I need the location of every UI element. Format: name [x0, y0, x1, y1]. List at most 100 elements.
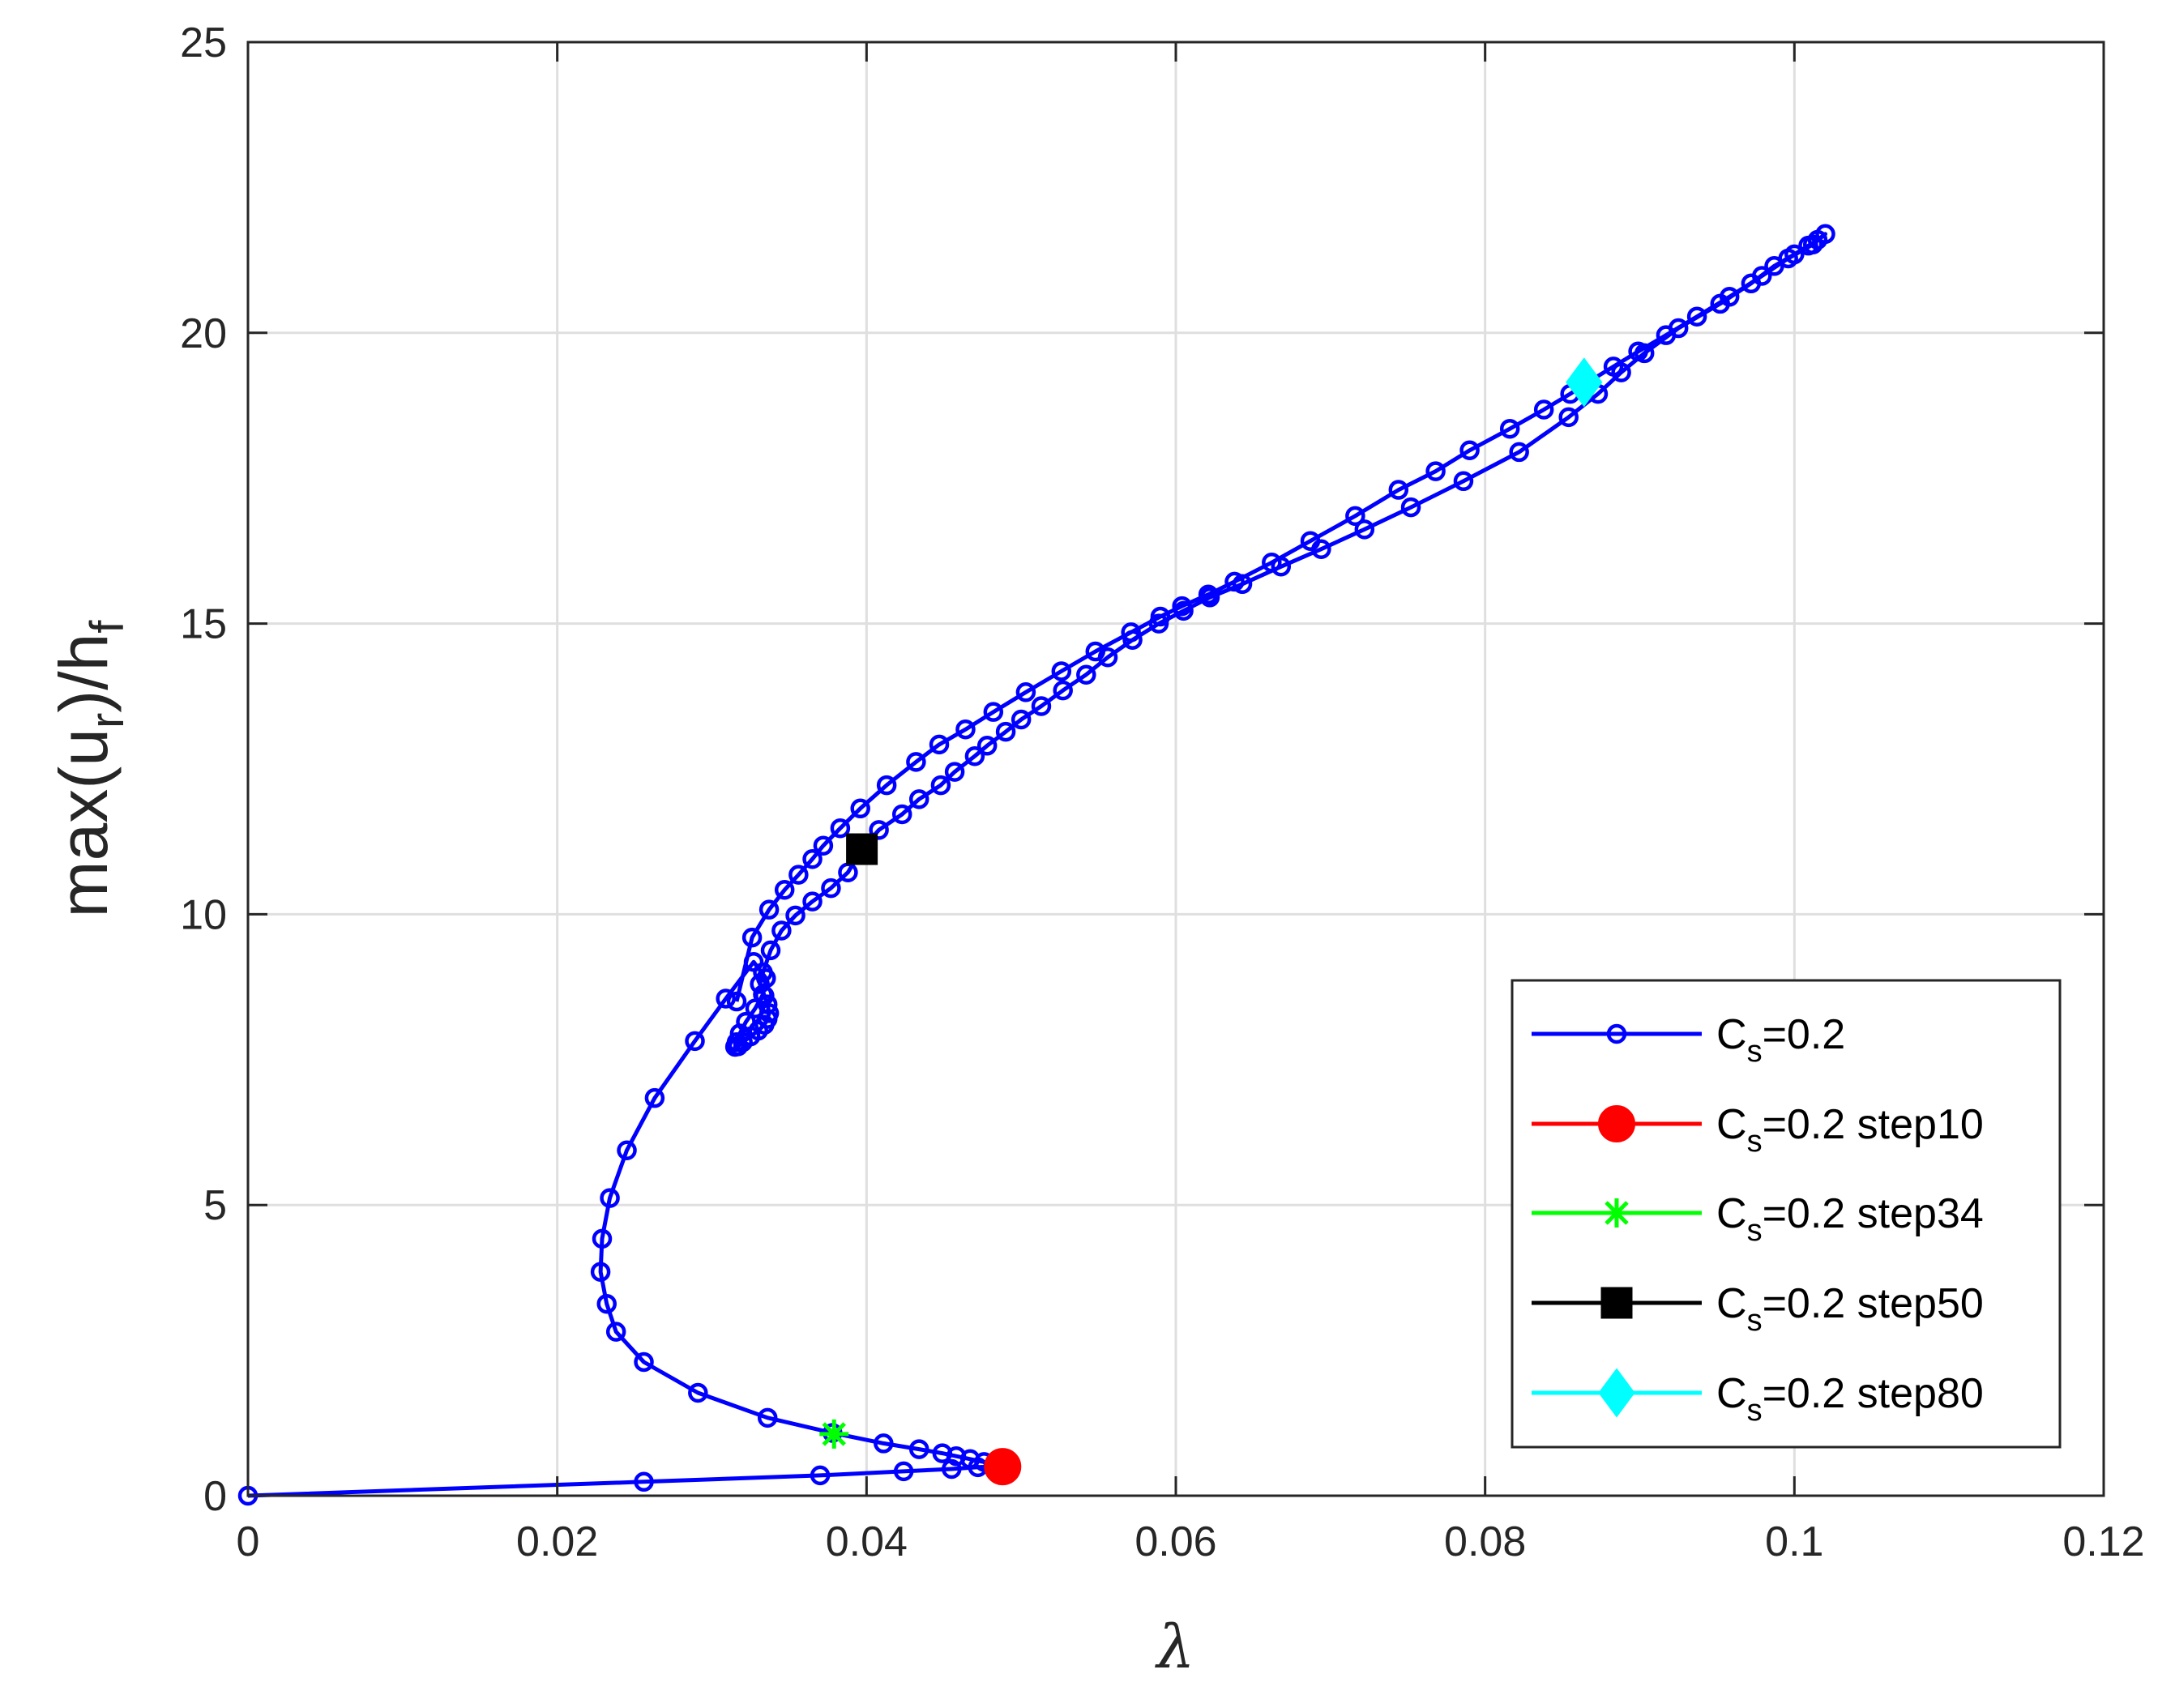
legend-marker: [1602, 1198, 1631, 1228]
legend-marker: [1598, 1368, 1635, 1418]
data-point: [995, 721, 1016, 742]
data-point: [1802, 234, 1823, 254]
data-point: [590, 1262, 611, 1282]
data-point: [813, 835, 834, 856]
data-point: [930, 775, 951, 796]
x-tick-label: 0: [237, 1518, 260, 1565]
y-axis-label-mid: )/h: [45, 634, 122, 713]
legend-entry: Cs=0.2 step50: [1532, 1280, 1984, 1338]
data-point: [1628, 341, 1648, 362]
data-point: [1778, 248, 1798, 269]
data-point: [876, 775, 897, 796]
data-point: [1262, 553, 1282, 573]
data-point: [1011, 709, 1032, 730]
legend-label: Cs=0.2 step80: [1716, 1370, 1984, 1428]
data-point: [1085, 641, 1106, 662]
data-point: [774, 880, 795, 900]
data-point: [1345, 506, 1365, 527]
data-point: [869, 820, 889, 840]
data-point: [788, 865, 809, 885]
data-point: [634, 1471, 654, 1492]
data-point: [830, 818, 851, 839]
data-point: [1198, 584, 1219, 604]
legend-label-rest: =0.2 step10: [1763, 1101, 1984, 1148]
data-point: [1752, 266, 1772, 286]
data-point: [1459, 440, 1480, 461]
y-tick-label: 25: [180, 19, 227, 66]
legend-entry: Cs=0.2 step10: [1532, 1101, 1984, 1159]
data-point: [757, 1407, 778, 1428]
data-point: [850, 798, 870, 819]
data-point: [1172, 596, 1192, 617]
data-point: [810, 1465, 831, 1486]
legend-label-sub: s: [1747, 1214, 1763, 1248]
highlight-point-3: [1566, 357, 1603, 408]
highlight-point-0: [984, 1448, 1022, 1486]
legend-entry: Cs=0.2 step34: [1532, 1190, 1984, 1248]
legend-marker: [1600, 1287, 1633, 1319]
data-point: [688, 1382, 708, 1403]
x-tick-label: 0.1: [1765, 1518, 1823, 1565]
data-point: [757, 994, 778, 1014]
data-point: [758, 1003, 780, 1023]
data-point: [1224, 571, 1245, 592]
data-point: [754, 985, 775, 1006]
data-point: [1815, 224, 1835, 245]
data-point: [908, 1439, 929, 1459]
data-point: [1686, 306, 1707, 327]
legend-label-rest: =0.2 step80: [1763, 1370, 1984, 1417]
data-point: [644, 1087, 665, 1108]
y-tick-label: 10: [180, 891, 227, 938]
data-point: [802, 891, 823, 912]
legend-label-main: C: [1716, 1370, 1747, 1417]
data-point: [932, 1443, 953, 1463]
legend-label: Cs=0.2 step10: [1716, 1101, 1984, 1159]
data-point: [1656, 325, 1677, 345]
legend-label: Cs=0.2 step34: [1716, 1190, 1984, 1248]
data-point: [592, 1228, 613, 1249]
x-axis-label: λ: [1155, 1612, 1195, 1682]
data-point: [1015, 682, 1036, 702]
data-layer: [237, 224, 1835, 1506]
legend-marker: [1598, 1105, 1635, 1142]
data-point: [874, 1433, 894, 1454]
data-point: [1400, 497, 1421, 518]
data-point: [760, 940, 781, 961]
legend-label-sub: s: [1747, 1304, 1763, 1338]
data-point: [802, 848, 823, 869]
data-point: [1076, 664, 1096, 685]
legend-label-sub: s: [1747, 1125, 1763, 1159]
legend-label-main: C: [1716, 1011, 1747, 1058]
legend-marker: [1606, 1023, 1627, 1044]
svg-text:max(ur)/hf: max(ur)/hf: [45, 620, 134, 918]
data-point: [1533, 399, 1554, 420]
legend-entry: Cs=0.2 step80: [1532, 1368, 1984, 1428]
data-point: [1150, 606, 1171, 627]
legend-label-main: C: [1716, 1280, 1747, 1327]
data-point: [964, 745, 985, 766]
tick-labels: 0 0.02 0.04 0.06 0.08 0.1 0.12 0 5 10 15 20 25: [180, 19, 2144, 1565]
data-point: [906, 752, 926, 772]
ticks: [246, 41, 2105, 1497]
data-point: [1031, 696, 1052, 716]
data-point: [1053, 680, 1073, 701]
data-point: [726, 991, 747, 1012]
data-point: [1051, 661, 1072, 681]
data-point: [1121, 622, 1141, 643]
y-axis-label-sub2: f: [81, 620, 134, 634]
data-point: [1603, 357, 1624, 377]
x-tick-label: 0.06: [1135, 1518, 1216, 1565]
data-point: [929, 734, 950, 755]
data-point: [944, 762, 965, 782]
data-point: [1719, 287, 1740, 307]
data-point: [891, 804, 912, 825]
data-point: [741, 927, 763, 948]
data-point: [1300, 531, 1321, 551]
y-tick-label: 20: [180, 310, 227, 357]
y-axis-label: max(ur)/hf: [45, 620, 134, 918]
data-point: [983, 702, 1004, 722]
data-point: [605, 1322, 626, 1342]
legend-label-main: C: [1716, 1190, 1747, 1237]
